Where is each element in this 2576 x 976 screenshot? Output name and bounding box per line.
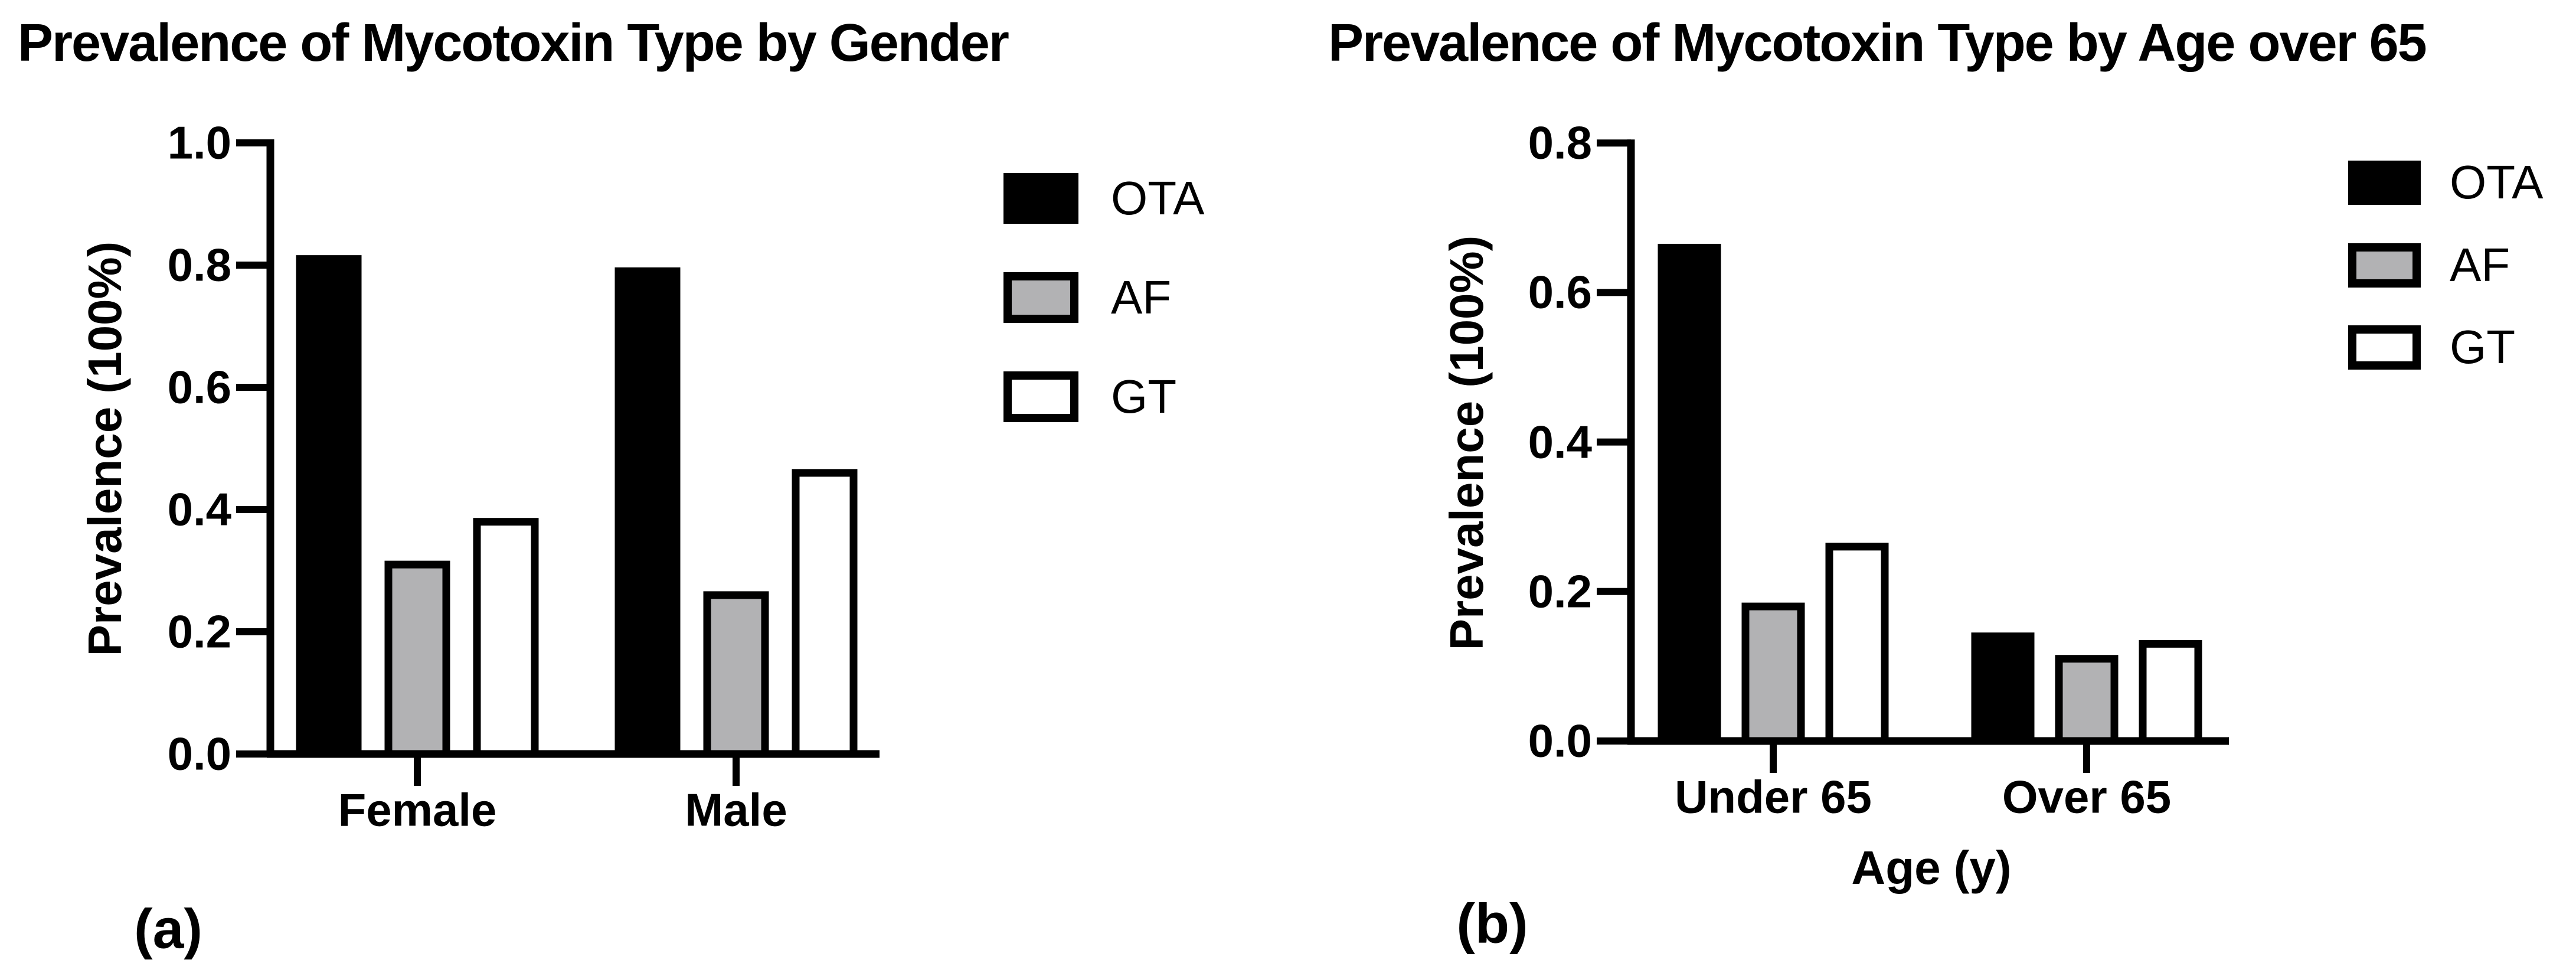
y-tick-label: 1.0	[167, 116, 231, 169]
y-tick-label: 0.6	[167, 361, 231, 413]
bar-gt-female	[473, 518, 539, 758]
bar-ota-under-65	[1658, 243, 1721, 745]
bar-af-over-65	[2055, 655, 2119, 745]
y-tick-label: 0.8	[1528, 116, 1592, 169]
y-tick-label: 0.8	[167, 239, 231, 291]
legend-swatch-ota-b	[2348, 161, 2421, 205]
legend-swatch-gt-a	[1003, 371, 1078, 422]
legend-swatch-af-a	[1003, 272, 1078, 323]
legend-swatch-af-b	[2348, 243, 2421, 288]
legend-label-af-b: AF	[2450, 239, 2510, 291]
y-tick-label: 0.4	[167, 483, 231, 536]
y-tick-label: 0.6	[1528, 266, 1592, 318]
legend-swatch-ota-a	[1003, 173, 1078, 224]
chart-b-y-axis-label: Prevalence (100%)	[1440, 235, 1493, 651]
chart-b-category-under-65: Under 65	[1675, 771, 1872, 823]
y-tick-label: 0.0	[167, 727, 231, 780]
bar-ota-female	[296, 255, 362, 758]
legend-label-ota-b: OTA	[2450, 156, 2544, 208]
chart-b-x-axis-label: Age (y)	[1851, 841, 2012, 894]
bar-ota-male	[614, 267, 681, 758]
y-tick-label: 0.2	[167, 605, 231, 658]
legend-label-gt-b: GT	[2450, 321, 2516, 373]
legend-label-ota-a: OTA	[1111, 172, 1205, 224]
legend-label-af-a: AF	[1111, 271, 1172, 324]
y-tick-label: 0.2	[1528, 565, 1592, 618]
bar-gt-male	[792, 469, 858, 758]
bar-ota-over-65	[1971, 632, 2035, 745]
y-tick-label: 0.4	[1528, 416, 1592, 468]
bar-gt-under-65	[1825, 543, 1889, 745]
y-tick-label: 0.0	[1528, 714, 1592, 767]
legend-label-gt-a: GT	[1111, 370, 1177, 423]
panel-label-a: (a)	[133, 897, 203, 961]
bar-af-under-65	[1741, 602, 1805, 745]
chart-b-category-over-65: Over 65	[2002, 771, 2172, 823]
bar-af-female	[384, 560, 450, 758]
bar-af-male	[703, 591, 769, 758]
chart-a-category-female: Female	[338, 784, 497, 836]
bar-gt-over-65	[2139, 639, 2202, 745]
chart-a-y-axis-label: Prevalence (100%)	[79, 241, 131, 657]
chart-a-category-male: Male	[685, 784, 787, 836]
chart-a-title: Prevalence of Mycotoxin Type by Gender	[18, 14, 1009, 73]
chart-b-title: Prevalence of Mycotoxin Type by Age over…	[1328, 14, 2427, 73]
legend-swatch-gt-b	[2348, 325, 2421, 370]
panel-label-b: (b)	[1456, 892, 1528, 955]
